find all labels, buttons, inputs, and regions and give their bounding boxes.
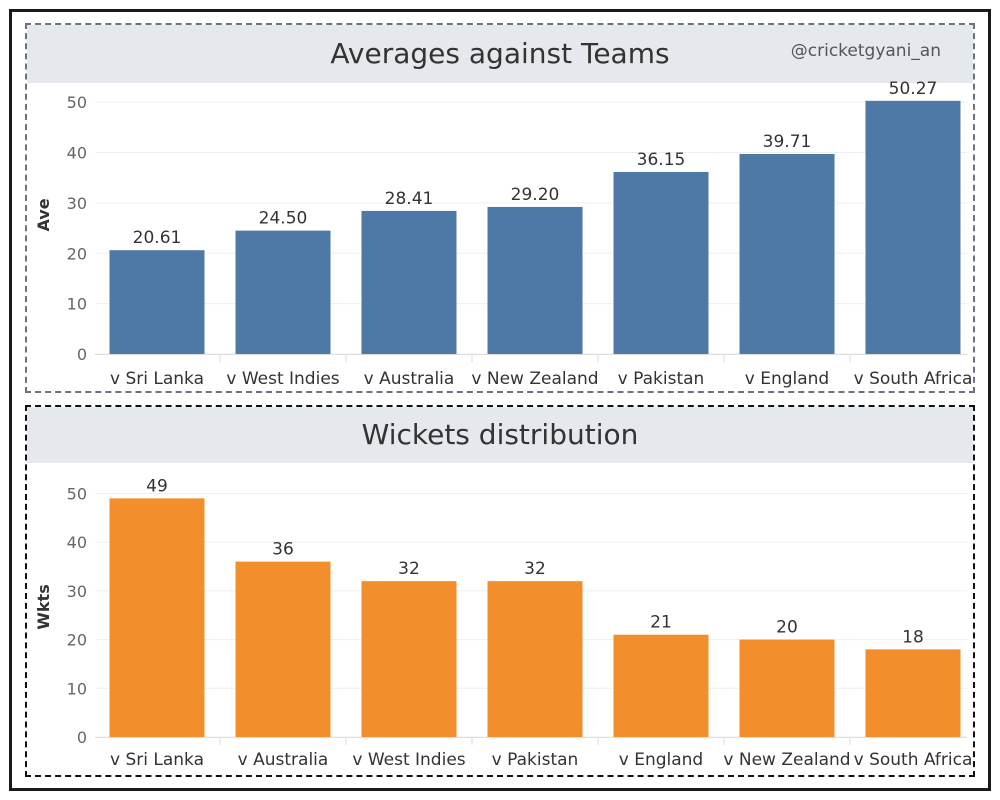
ave-data-label: 39.71 (763, 132, 812, 152)
dashboard-frame: Averages against Teams @cricketgyani_an … (9, 9, 991, 791)
wkts-data-label: 20 (776, 618, 798, 638)
wkts-category-label: v Australia (238, 750, 329, 770)
wkts-ytick-label: 0 (77, 728, 87, 747)
ave-bar (109, 250, 205, 354)
ave-ytick-label: 30 (67, 194, 87, 213)
wkts-bar (487, 581, 583, 737)
ave-ytick-label: 0 (77, 345, 87, 364)
wickets-bar-chart: 0 10 20 30 40 50 Wkts 49 v Sri Lanka 36 v Australi… (34, 476, 973, 770)
ave-bar (613, 171, 709, 354)
ave-data-label: 36.15 (637, 150, 686, 170)
wkts-data-label: 32 (524, 559, 546, 579)
wickets-panel: Wickets distribution 0 10 20 30 40 50 Wkts 49 v … (25, 405, 975, 777)
wkts-category-label: v Pakistan (492, 750, 579, 770)
wkts-bar (739, 639, 835, 737)
averages-chart-title: Averages against Teams (27, 25, 973, 83)
ave-data-label: 28.41 (385, 189, 434, 209)
wkts-data-label: 49 (146, 476, 168, 496)
wkts-category-label: v England (619, 750, 703, 770)
ave-category-label: v England (745, 369, 829, 389)
wkts-category-label: v West Indies (352, 750, 465, 770)
ave-category-label: v West Indies (226, 369, 339, 389)
ave-y-axis-label: Ave (34, 198, 53, 231)
wkts-ytick-label: 50 (67, 484, 87, 503)
ave-data-label: 24.50 (259, 209, 308, 229)
ave-bar (361, 210, 457, 354)
ave-category-label: v New Zealand (471, 369, 598, 389)
ave-category-label: v Sri Lanka (110, 369, 204, 389)
ave-data-label: 29.20 (511, 185, 560, 205)
wkts-data-label: 21 (650, 613, 672, 633)
watermark-handle: @cricketgyani_an (790, 41, 941, 61)
ave-bar (865, 100, 961, 355)
ave-category-label: v Australia (364, 369, 455, 389)
wkts-data-label: 36 (272, 540, 294, 560)
ave-bar (739, 154, 835, 354)
wkts-ytick-label: 20 (67, 631, 87, 650)
ave-bar (487, 206, 583, 354)
wkts-ytick-label: 10 (67, 679, 87, 698)
wkts-bar (865, 649, 961, 737)
averages-bar-chart: 0 10 20 30 40 50 Ave 20.61 v Sri Lanka 24.50 v Wes… (34, 79, 973, 389)
ave-ytick-label: 50 (67, 93, 87, 112)
ave-ytick-label: 20 (67, 244, 87, 263)
ave-category-label: v South Africa (854, 369, 973, 389)
averages-panel: Averages against Teams @cricketgyani_an … (25, 23, 975, 393)
wkts-category-label: v South Africa (854, 750, 973, 770)
ave-data-label: 20.61 (133, 228, 182, 248)
wkts-ytick-label: 40 (67, 533, 87, 552)
wkts-bar (361, 581, 457, 737)
wkts-category-label: v New Zealand (723, 750, 850, 770)
wickets-chart-title: Wickets distribution (27, 407, 973, 463)
ave-bar (235, 230, 331, 354)
wkts-ytick-label: 30 (67, 582, 87, 601)
wkts-bar (109, 498, 205, 737)
wkts-bar (235, 561, 331, 737)
ave-ytick-label: 10 (67, 295, 87, 314)
ave-ytick-label: 40 (67, 144, 87, 163)
wkts-data-label: 32 (398, 559, 420, 579)
ave-category-label: v Pakistan (618, 369, 705, 389)
ave-data-label: 50.27 (889, 79, 938, 99)
wkts-category-label: v Sri Lanka (110, 750, 204, 770)
wkts-data-label: 18 (902, 627, 924, 647)
wkts-bar (613, 634, 709, 737)
wkts-y-axis-label: Wkts (34, 584, 53, 629)
